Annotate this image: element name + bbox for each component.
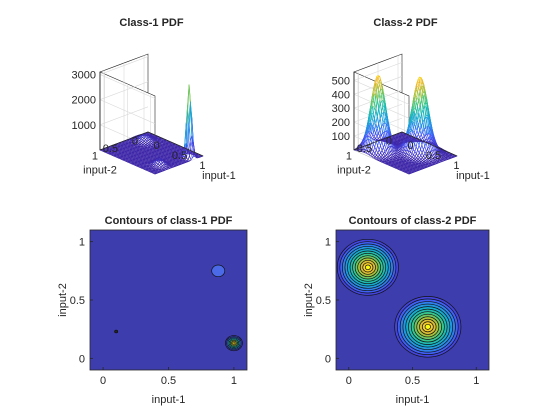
x-tick-label: 0 xyxy=(154,140,160,152)
x-tick-label: 0.5 xyxy=(405,375,420,387)
y-tick-label: 1 xyxy=(92,151,98,163)
contour-level xyxy=(114,329,119,334)
y-tick-label: 0.5 xyxy=(316,295,331,307)
y-tick-label: 1 xyxy=(346,151,352,163)
x-axis-line xyxy=(401,131,458,157)
z-tick-label: 200 xyxy=(332,117,350,129)
y-axis-label: input-2 xyxy=(337,165,371,177)
contour-feature xyxy=(114,329,119,334)
y-axis-line xyxy=(99,131,149,151)
surface-plot-class-2: 0 0.5 1 0 0.5 1 100 200 300 400 500 input-1 input-2 C… xyxy=(332,17,490,182)
z-tick-label: 1000 xyxy=(72,120,96,132)
x-tick-label: 1 xyxy=(231,375,237,387)
z-tick-label: 400 xyxy=(332,89,350,101)
contour-feature xyxy=(394,296,462,358)
y-axis-label: input-2 xyxy=(303,283,315,317)
x-axis-label: input-1 xyxy=(456,170,490,182)
chart-title: Class-1 PDF xyxy=(119,17,183,29)
x-axis-label: input-1 xyxy=(202,170,236,182)
z-tick-label: 3000 xyxy=(72,70,96,82)
y-axis-label: input-2 xyxy=(83,165,117,177)
x-tick-label: 1 xyxy=(473,375,479,387)
contour-level xyxy=(211,264,226,278)
y-tick-label: 0 xyxy=(79,353,85,365)
z-tick-label: 2000 xyxy=(72,95,96,107)
y-tick-label: 1 xyxy=(79,237,85,249)
x-tick-label: 0 xyxy=(100,375,106,387)
y-tick-label: 0.5 xyxy=(103,143,118,155)
y-axis-label: input-2 xyxy=(57,283,69,317)
x-tick-label: 0 xyxy=(408,140,414,152)
contour-plot-class-2: 0 0.5 1 0 0.5 1 input-1 input-2 Contours of clas… xyxy=(303,215,490,406)
surface-mesh xyxy=(353,75,458,175)
chart-title: Contours of class-2 PDF xyxy=(349,215,477,227)
y-tick-label: 0 xyxy=(325,353,331,365)
z-tick-label: 300 xyxy=(332,103,350,115)
y-tick-label: 1 xyxy=(325,237,331,249)
chart-title: Contours of class-1 PDF xyxy=(105,215,233,227)
x-axis-line xyxy=(147,131,204,157)
y-tick-label: 0.5 xyxy=(70,295,85,307)
contour-background xyxy=(90,230,247,370)
contour-feature xyxy=(336,238,399,296)
x-axis-label: input-1 xyxy=(152,394,186,406)
surface-plot-class-1: 0 0.5 1 0 0.5 1 1000 2000 3000 input-1 input-2 Clas… xyxy=(72,17,236,182)
z-tick-label: 100 xyxy=(332,131,350,143)
contour-feature xyxy=(225,335,243,352)
contour-level xyxy=(424,323,431,330)
y-tick-label: 0.5 xyxy=(357,143,372,155)
y-tick-label: 0 xyxy=(132,136,138,148)
x-axis-label: input-1 xyxy=(396,394,430,406)
x-tick-label: 0.5 xyxy=(172,150,187,162)
contour-level xyxy=(232,341,236,345)
contour-feature xyxy=(211,264,226,278)
y-axis-line xyxy=(353,131,403,151)
chart-title: Class-2 PDF xyxy=(373,17,437,29)
x-tick-label: 0 xyxy=(346,375,352,387)
contour-level xyxy=(364,264,371,271)
x-tick-label: 0.5 xyxy=(426,150,441,162)
z-tick-label: 500 xyxy=(332,75,350,87)
x-tick-label: 0.5 xyxy=(161,375,176,387)
surface-mesh xyxy=(99,84,204,175)
contour-plot-class-1: 0 0.5 1 0 0.5 1 input-1 input-2 Contours of clas… xyxy=(57,215,248,406)
x-tick-label: 1 xyxy=(453,160,459,172)
y-tick-label: 0 xyxy=(386,136,392,148)
x-tick-label: 1 xyxy=(199,160,205,172)
